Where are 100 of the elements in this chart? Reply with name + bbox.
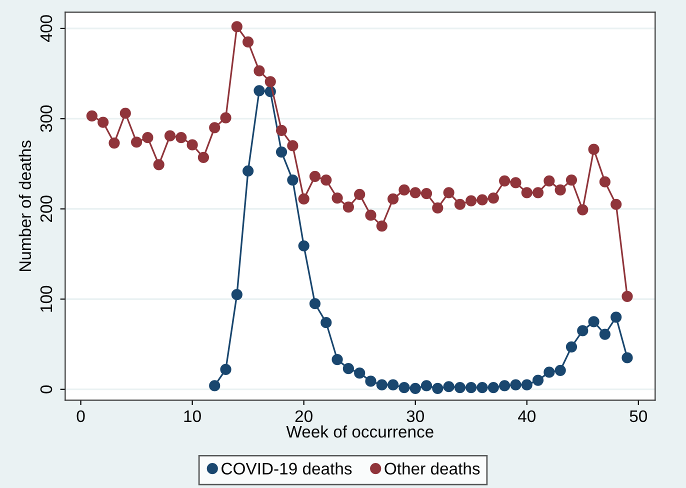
point — [521, 187, 532, 198]
point — [153, 159, 164, 170]
point — [454, 198, 466, 210]
point — [287, 174, 298, 186]
point — [120, 108, 131, 119]
point — [488, 192, 499, 204]
point — [298, 193, 310, 205]
point — [466, 382, 477, 394]
point — [209, 122, 220, 134]
point — [420, 380, 432, 392]
point — [276, 146, 288, 158]
point — [521, 379, 532, 390]
point — [410, 382, 421, 394]
point — [443, 187, 454, 198]
point — [365, 210, 376, 221]
point — [198, 152, 210, 164]
point — [332, 354, 343, 366]
point — [220, 364, 232, 376]
x-tick-label: 40 — [518, 410, 536, 422]
point — [554, 184, 566, 196]
y-tick-label: 0 — [40, 385, 52, 394]
legend-label: Other deaths — [384, 462, 480, 475]
point — [142, 132, 154, 144]
point — [254, 85, 265, 96]
point — [420, 188, 432, 200]
point — [499, 175, 510, 186]
point — [577, 204, 588, 216]
point — [454, 382, 466, 394]
point — [566, 341, 578, 352]
point — [443, 381, 454, 392]
point — [410, 187, 421, 198]
point — [354, 188, 366, 200]
point — [398, 382, 410, 394]
y-tick-label: 100 — [40, 286, 52, 312]
point — [588, 144, 600, 155]
point — [342, 202, 354, 213]
point — [544, 175, 555, 186]
x-tick-label: 10 — [184, 410, 201, 422]
point — [186, 139, 198, 150]
point — [264, 76, 276, 88]
point — [320, 174, 332, 186]
point — [610, 198, 622, 210]
point — [98, 116, 109, 128]
point — [476, 194, 488, 206]
point — [164, 130, 176, 142]
point — [309, 298, 321, 310]
point — [554, 364, 566, 376]
legend-label: COVID-19 deaths — [222, 462, 352, 475]
point — [398, 184, 410, 196]
point — [376, 379, 388, 390]
point — [499, 380, 510, 392]
point — [488, 382, 499, 394]
point — [209, 380, 220, 392]
point — [622, 290, 633, 302]
point — [176, 132, 187, 144]
point — [254, 65, 265, 76]
point — [220, 112, 232, 124]
y-tick-label: 200 — [40, 196, 52, 222]
point — [476, 382, 488, 394]
x-tick-label: 30 — [406, 410, 424, 422]
point — [510, 379, 522, 390]
point — [510, 177, 522, 188]
y-axis-title: Number of deaths — [18, 140, 32, 272]
point — [276, 124, 288, 136]
point — [242, 165, 254, 177]
point — [622, 352, 633, 364]
point — [354, 368, 366, 379]
point — [532, 187, 544, 198]
point — [365, 376, 376, 387]
x-tick-label: 20 — [295, 410, 312, 422]
point — [588, 316, 600, 328]
point — [242, 36, 254, 48]
x-axis-title: Week of occurrence — [286, 425, 434, 438]
point — [466, 195, 477, 206]
point — [298, 240, 310, 252]
point — [432, 202, 444, 214]
point — [599, 328, 610, 340]
point — [86, 110, 98, 122]
point — [432, 382, 444, 394]
point — [108, 137, 120, 149]
point — [342, 363, 354, 374]
point — [287, 140, 298, 152]
point — [610, 312, 622, 323]
point — [320, 317, 332, 328]
point — [387, 193, 399, 205]
x-tick-label: 0 — [76, 410, 85, 422]
y-tick-label: 400 — [40, 15, 52, 42]
point — [231, 289, 242, 300]
point — [544, 366, 555, 378]
point — [532, 374, 544, 386]
point — [231, 21, 242, 32]
point — [566, 174, 578, 186]
point — [376, 220, 388, 232]
point — [130, 136, 142, 148]
point — [332, 192, 343, 204]
point — [577, 325, 588, 336]
point — [309, 170, 321, 182]
y-tick-label: 300 — [40, 105, 52, 132]
point — [387, 379, 399, 390]
x-tick-label: 50 — [630, 410, 648, 422]
